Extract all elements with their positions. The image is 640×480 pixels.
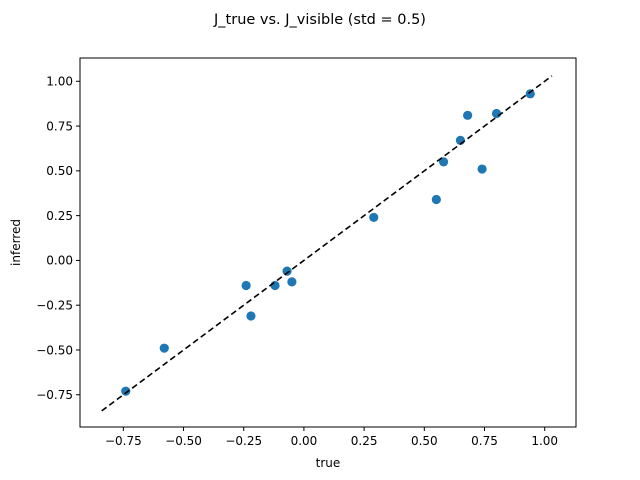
data-point-7 [369, 212, 379, 223]
y-tick-label-3: 0.00 [46, 254, 73, 268]
y-tick-label-1: −0.50 [36, 343, 73, 357]
data-point-13 [491, 108, 502, 119]
data-point-3 [246, 311, 256, 321]
data-point-4 [270, 280, 280, 291]
data-point-5 [282, 266, 292, 276]
x-axis-label: true [316, 456, 341, 470]
reference-line [101, 75, 553, 412]
data-point-11 [463, 110, 473, 120]
y-tick-label-5: 0.50 [46, 164, 73, 178]
data-point-8 [431, 194, 441, 205]
y-axis-label: inferred [9, 219, 23, 266]
data-point-12 [477, 164, 487, 174]
x-axis-ticks: −0.75 −0.50 −0.25 0.00 0.25 0.50 0.75 1.00 [105, 427, 558, 448]
data-point-6 [287, 277, 297, 287]
x-tick-label-1: −0.50 [165, 434, 202, 448]
y-tick-label-0: −0.75 [36, 388, 73, 402]
data-point-14 [525, 89, 535, 99]
x-tick-label-2: −0.25 [225, 434, 262, 448]
x-tick-label-5: 0.50 [411, 434, 438, 448]
x-tick-label-7: 1.00 [531, 434, 558, 448]
plot-area [101, 75, 553, 412]
data-point-2 [241, 280, 251, 291]
x-tick-label-4: 0.25 [351, 434, 378, 448]
x-tick-label-6: 0.75 [471, 434, 498, 448]
data-point-9 [438, 157, 449, 167]
axes-frame [79, 57, 577, 428]
y-tick-label-7: 1.00 [46, 75, 73, 89]
y-tick-label-4: 0.25 [46, 209, 73, 223]
y-tick-label-2: −0.25 [36, 298, 73, 312]
y-axis-ticks: −0.75 −0.50 −0.25 0.00 0.25 0.50 0.75 1.00 [36, 75, 80, 402]
data-point-0 [121, 386, 131, 396]
y-tick-label-6: 0.75 [46, 119, 73, 133]
x-tick-label-0: −0.75 [105, 434, 142, 448]
x-tick-label-3: 0.00 [291, 434, 318, 448]
chart-title: J_true vs. J_visible (std = 0.5) [213, 12, 426, 28]
data-point-1 [159, 343, 169, 353]
